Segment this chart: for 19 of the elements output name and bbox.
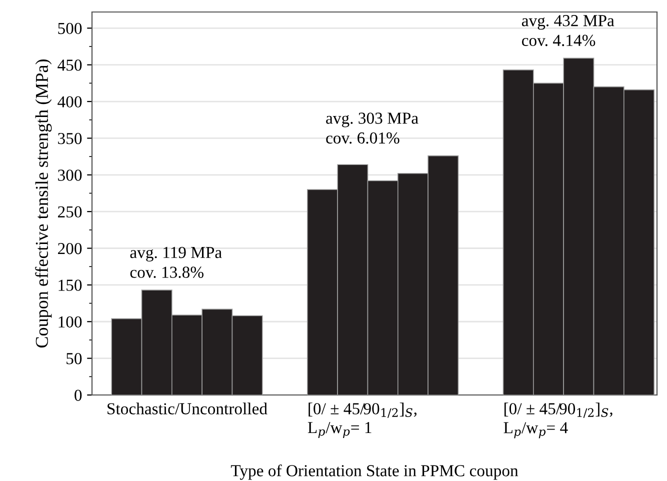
y-tick-label: 400 [58, 96, 82, 108]
y-tick-label: 350 [58, 132, 82, 144]
x-axis-title: Type of Orientation State in PPMC coupon [230, 464, 518, 480]
y-tick-label: 250 [58, 206, 82, 218]
annotation: avg. 303 MPa cov. 6.01% [326, 112, 418, 144]
y-tick-label: 300 [58, 170, 82, 181]
y-tick-label: 100 [58, 316, 82, 328]
y-tick-label: 150 [58, 280, 82, 291]
y-tick-label: 200 [58, 242, 82, 254]
y-axis-title: Coupon effective tensile strength (MPa) [35, 60, 52, 348]
category-label: [0/ ± 45/90$_{1/2}$]$_{S}$, L$_{p}$/w$_{p}$= 4 [504, 402, 612, 438]
y-tick-label: 0 [74, 390, 82, 401]
y-tick-label: 450 [58, 60, 82, 71]
category-label: [0/ ± 45/90$_{1/2}$]$_{S}$, L$_{p}$/w$_{p}$= 1 [308, 402, 416, 438]
y-tick-label: 50 [66, 353, 82, 364]
x-tick-label: Stochastic/Uncontrolled [108, 402, 268, 414]
y-tick-label: 500 [58, 22, 82, 34]
annotation: avg. 119 MPa cov. 13.8% [130, 246, 222, 278]
annotation: avg. 432 MPa cov. 4.14% [522, 15, 614, 46]
